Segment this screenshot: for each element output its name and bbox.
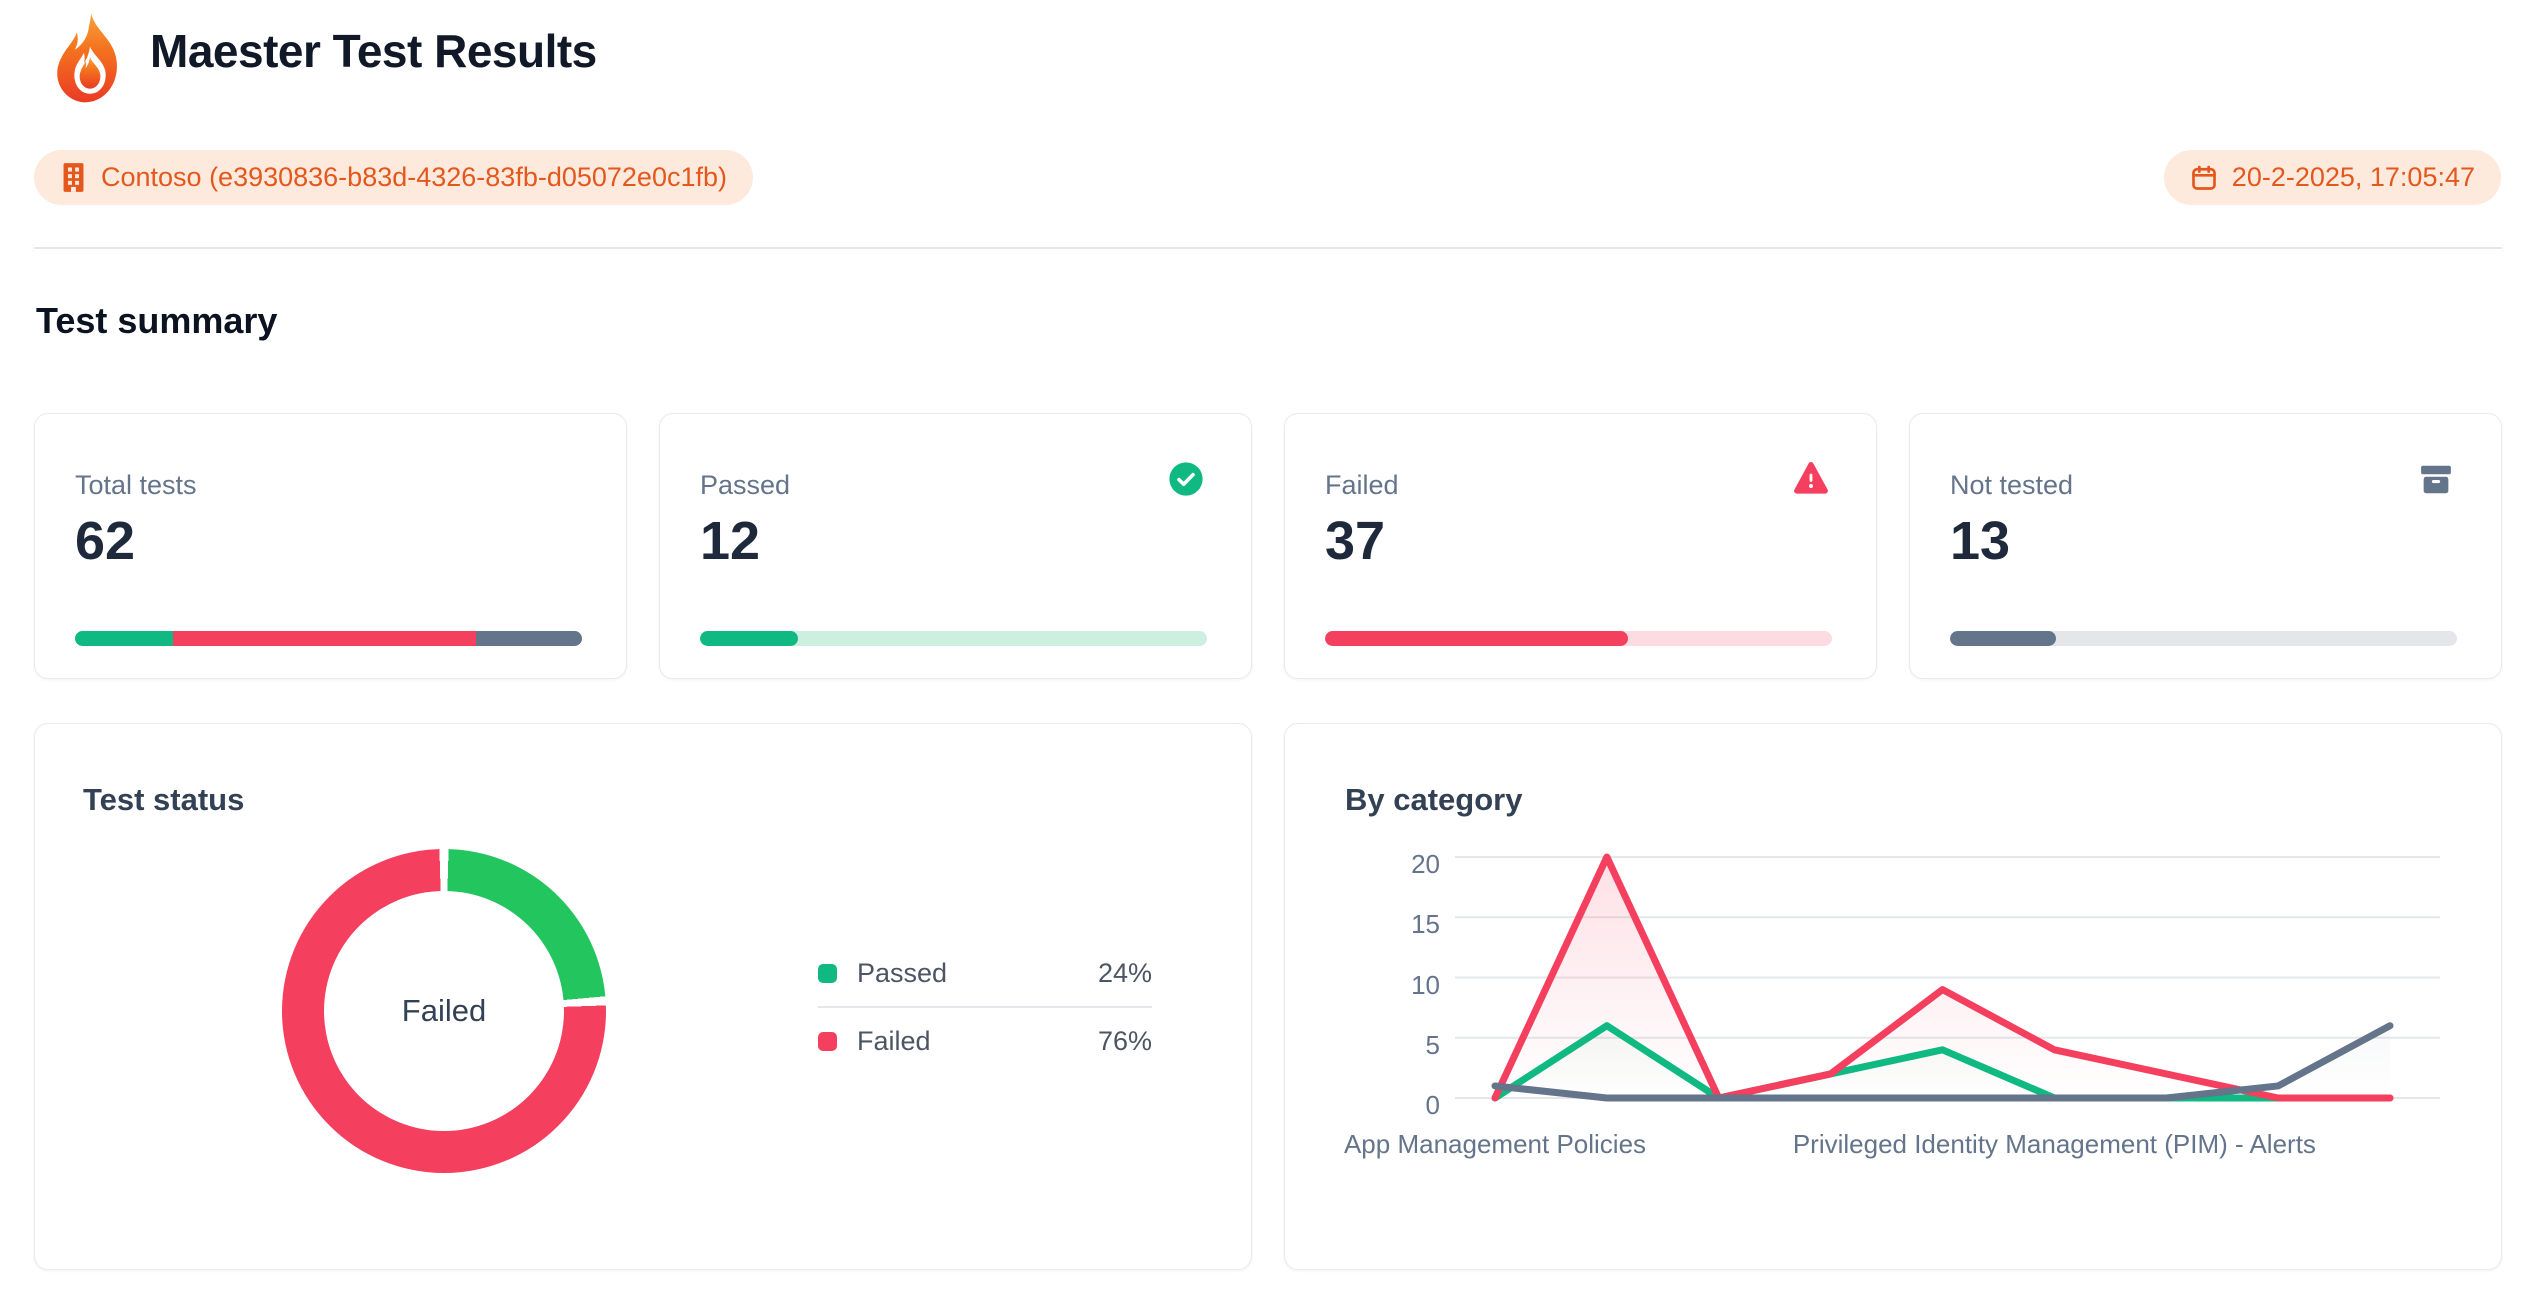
by-category-heading: By category (1345, 782, 1523, 817)
series-line-passed (1491, 1022, 2394, 1102)
passed-legend-label: Passed (857, 957, 948, 988)
total-tests-card: Total tests 62 (34, 413, 627, 679)
tenant-badge-text: Contoso (e3930836-b83d-4326-83fb-d05072e… (101, 162, 727, 192)
total-bar-passed-segment (75, 631, 174, 646)
failed-legend-swatch (818, 1031, 837, 1051)
y-tick-label: 10 (1411, 969, 1440, 1000)
failed-bar (1325, 631, 1832, 646)
not-tested-value: 13 (1950, 511, 2011, 571)
total-bar-nottested-segment (475, 631, 582, 646)
failed-bar-fill (1325, 631, 1628, 646)
maester-flame-logo-icon (57, 13, 117, 103)
calendar-icon (2191, 165, 2216, 190)
passed-value: 12 (700, 511, 761, 571)
summary-cards-row: Total tests 62 Passed 12 Failed 37 (34, 413, 2502, 679)
not-tested-label: Not tested (1950, 470, 2074, 500)
archive-box-icon (2421, 465, 2451, 494)
failed-label: Failed (1325, 470, 1399, 500)
legend-row-failed: Failed 76% (818, 1018, 1152, 1064)
legend-row-passed: Passed 24% (818, 950, 1152, 996)
passed-card: Passed 12 (659, 413, 1252, 679)
building-icon (63, 163, 84, 192)
not-tested-bar-fill (1950, 631, 2057, 646)
page-title: Maester Test Results (150, 25, 597, 77)
not-tested-card: Not tested 13 (1909, 413, 2502, 679)
series-line-not-tested (1491, 1022, 2394, 1102)
test-summary-heading: Test summary (36, 300, 278, 341)
warning-triangle-icon (1794, 462, 1828, 494)
passed-legend-percent: 24% (1097, 957, 1152, 988)
failed-value: 37 (1325, 511, 1386, 571)
failed-legend-percent: 76% (1097, 1025, 1152, 1056)
date-badge: 20-2-2025, 17:05:47 (2163, 150, 2501, 205)
failed-card: Failed 37 (1284, 413, 1877, 679)
donut-hole: Failed (324, 891, 564, 1131)
by-category-line-chart (1455, 853, 2440, 1102)
y-tick-label: 5 (1425, 1029, 1440, 1060)
legend-divider (818, 1006, 1152, 1008)
header-divider (34, 247, 2502, 249)
failed-legend-label: Failed (857, 1025, 931, 1056)
x-tick-label: App Management Policies (1343, 1129, 1647, 1159)
passed-label: Passed (700, 470, 791, 500)
check-circle-icon (1169, 462, 1203, 496)
y-tick-label: 15 (1411, 909, 1440, 940)
test-status-card: Test status Failed Passed 24% Failed 76% (34, 723, 1252, 1270)
donut-center-label: Failed (401, 993, 487, 1028)
test-status-heading: Test status (83, 782, 245, 817)
total-tests-bar (75, 631, 582, 646)
total-bar-failed-segment (173, 631, 476, 646)
passed-bar-fill (700, 631, 799, 646)
total-tests-value: 62 (75, 511, 136, 571)
y-tick-label: 0 (1425, 1090, 1440, 1120)
date-badge-text: 20-2-2025, 17:05:47 (2231, 162, 2475, 192)
by-category-card: By category 0 5 10 15 20 App Management Poli… (1284, 723, 2502, 1270)
test-status-donut-chart: Failed (282, 849, 606, 1173)
charts-row: Test status Failed Passed 24% Failed 76%… (34, 723, 2502, 1270)
x-tick-label: Privileged Identity Management (PIM) - A… (1792, 1129, 2316, 1159)
passed-legend-swatch (818, 963, 837, 983)
y-tick-label: 20 (1411, 849, 1440, 879)
tenant-badge: Contoso (e3930836-b83d-4326-83fb-d05072e… (34, 150, 753, 205)
passed-bar (700, 631, 1207, 646)
test-status-legend: Passed 24% Failed 76% (818, 950, 1152, 1064)
total-tests-label: Total tests (75, 470, 197, 500)
not-tested-bar (1950, 631, 2457, 646)
